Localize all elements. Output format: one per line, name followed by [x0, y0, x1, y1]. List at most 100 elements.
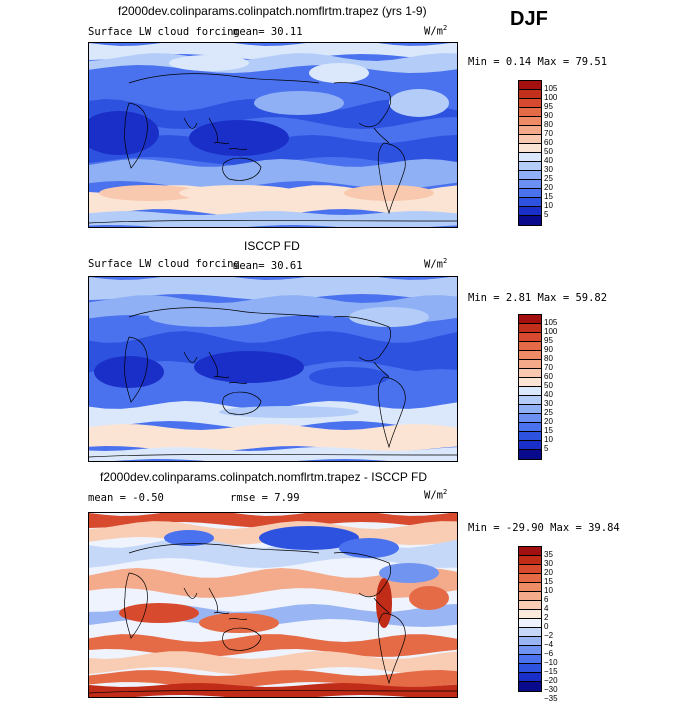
- contour-patch: [164, 530, 214, 546]
- panel3-colorbar-label: −2: [544, 631, 554, 640]
- panel3-colorbar-label: 4: [544, 604, 549, 613]
- contour-band: [89, 513, 457, 528]
- panel1-colorbar-label: 100: [544, 93, 558, 102]
- panel1-colorbar-label: 20: [544, 183, 553, 192]
- panel2-colorbar-label: 100: [544, 327, 558, 336]
- contour-band: [89, 43, 457, 60]
- panel1-variable: Surface LW cloud forcing: [88, 26, 240, 38]
- panel1-colorbar: 105 100 95 90 80 70 60 50 40 30 25 20 15 10 5: [518, 80, 557, 226]
- panel2-colorbar: 105 100 95 90 80 70 60 50 40 30 25 20 15 10 5: [518, 314, 557, 460]
- contour-patch: [119, 603, 199, 623]
- contour-band: [89, 159, 457, 189]
- contour-patch: [194, 351, 304, 383]
- panel3-mean: mean = -0.50: [88, 492, 164, 504]
- panel3-colorbar-swatch: [518, 681, 542, 692]
- panel2-colorbar-label: 15: [544, 426, 553, 435]
- contour-band: [89, 447, 457, 461]
- panel3-colorbar-label: −15: [544, 667, 558, 676]
- contour-patch: [349, 307, 429, 327]
- panel1-colorbar-label: 10: [544, 201, 553, 210]
- contour-patch: [409, 586, 449, 610]
- contour-band: [89, 568, 457, 598]
- coastlines: [89, 307, 457, 458]
- panel1-colorbar-label: 105: [544, 84, 558, 93]
- panel1-colorbar-label: 60: [544, 138, 553, 147]
- contour-patch: [259, 526, 359, 550]
- panel2-units: W/m2: [424, 257, 448, 271]
- panel2-colorbar-label: 60: [544, 372, 553, 381]
- panel2-colorbar-label: 70: [544, 363, 553, 372]
- panel2-minmax: Min = 2.81 Max = 59.82: [468, 292, 608, 304]
- panel1-units: W/m2: [424, 24, 448, 38]
- panel3-colorbar-label: 10: [544, 586, 553, 595]
- panel1-colorbar-label: 70: [544, 129, 553, 138]
- contour-patch: [389, 89, 449, 117]
- panel3-colorbar-label: −20: [544, 676, 558, 685]
- panel1-colorbar-label: 15: [544, 192, 553, 201]
- contour-band: [89, 670, 457, 688]
- panel2-colorbar-label: 25: [544, 408, 553, 417]
- panel3-colorbar-label: −10: [544, 658, 558, 667]
- contour-patch: [344, 185, 434, 201]
- panel2-colorbar-label: 10: [544, 435, 553, 444]
- contour-band: [89, 99, 457, 129]
- contour-patch: [376, 578, 392, 628]
- contour-patch: [254, 91, 344, 115]
- panel1-colorbar-label: 40: [544, 156, 553, 165]
- panel1-colorbar-label: 80: [544, 120, 553, 129]
- panel3-rmse: rmse = 7.99: [230, 492, 300, 504]
- contour-patch: [309, 63, 369, 83]
- contour-band: [89, 424, 457, 452]
- season-label: DJF: [510, 8, 548, 30]
- panel1-map: [88, 42, 458, 228]
- panel2-variable: Surface LW cloud forcing: [88, 258, 240, 270]
- panel2-colorbar-label: 80: [544, 354, 553, 363]
- panel3-colorbar-label: 20: [544, 568, 553, 577]
- panel3-title: f2000dev.colinparams.colinpatch.nomflrtm…: [100, 470, 428, 484]
- panel1-colorbar-label: 25: [544, 174, 553, 183]
- panel1-colorbar-label: 95: [544, 102, 553, 111]
- panel3-colorbar-label: −6: [544, 649, 554, 658]
- panel2-colorbar-label: 90: [544, 345, 553, 354]
- contour-patch: [199, 613, 279, 633]
- panel3-colorbar-label: 6: [544, 595, 549, 604]
- panel2-colorbar-label: 50: [544, 381, 553, 390]
- contour-patch: [89, 111, 159, 155]
- contour-patch: [149, 307, 269, 327]
- contour-patch: [179, 185, 299, 201]
- contour-patch: [189, 120, 289, 156]
- panel3-colorbar-label: 30: [544, 559, 553, 568]
- panel1-colorbar-label: 90: [544, 111, 553, 120]
- panel2-colorbar-label: 95: [544, 336, 553, 345]
- contour-band: [89, 331, 457, 373]
- panel1-mean: mean= 30.11: [233, 26, 303, 38]
- contour-patch: [99, 185, 199, 201]
- panel2-map: [88, 276, 458, 462]
- panel2-mean: mean= 30.61: [233, 260, 303, 272]
- panel2-colorbar-label: 40: [544, 390, 553, 399]
- panel3-colorbar-label: 0: [544, 622, 549, 631]
- contour-band: [89, 277, 457, 300]
- panel3-colorbar-label: 15: [544, 577, 553, 586]
- contour-band: [89, 683, 457, 697]
- panel2-title: ISCCP FD: [244, 239, 300, 253]
- panel1-colorbar-label: 5: [544, 210, 549, 219]
- panel3-units: W/m2: [424, 488, 448, 502]
- panel2-colorbar-label: 105: [544, 318, 558, 327]
- panel1-colorbar-label: 30: [544, 165, 553, 174]
- coastlines: [89, 543, 457, 694]
- contour-patch: [379, 563, 439, 583]
- panel3-colorbar: 35 30 20 15 10 6 4 2 0 −2 −4 −6 −10 −15 −20 −30 −35: [518, 546, 558, 703]
- contour-band: [89, 651, 457, 675]
- contour-patch: [339, 538, 399, 558]
- panel3-minmax: Min = -29.90 Max = 39.84: [468, 522, 620, 534]
- panel3-colorbar-label: −30: [544, 685, 558, 694]
- panel1-colorbar-swatch: [518, 215, 542, 226]
- panel1-title: f2000dev.colinparams.colinpatch.nomflrtm…: [118, 4, 427, 18]
- panel1-colorbar-label: 50: [544, 147, 553, 156]
- contour-patch: [219, 406, 359, 418]
- panel3-colorbar-label: 2: [544, 613, 549, 622]
- panel1-minmax: Min = 0.14 Max = 79.51: [468, 56, 608, 68]
- panel3-colorbar-label: 35: [544, 550, 553, 559]
- contour-patch: [94, 356, 164, 388]
